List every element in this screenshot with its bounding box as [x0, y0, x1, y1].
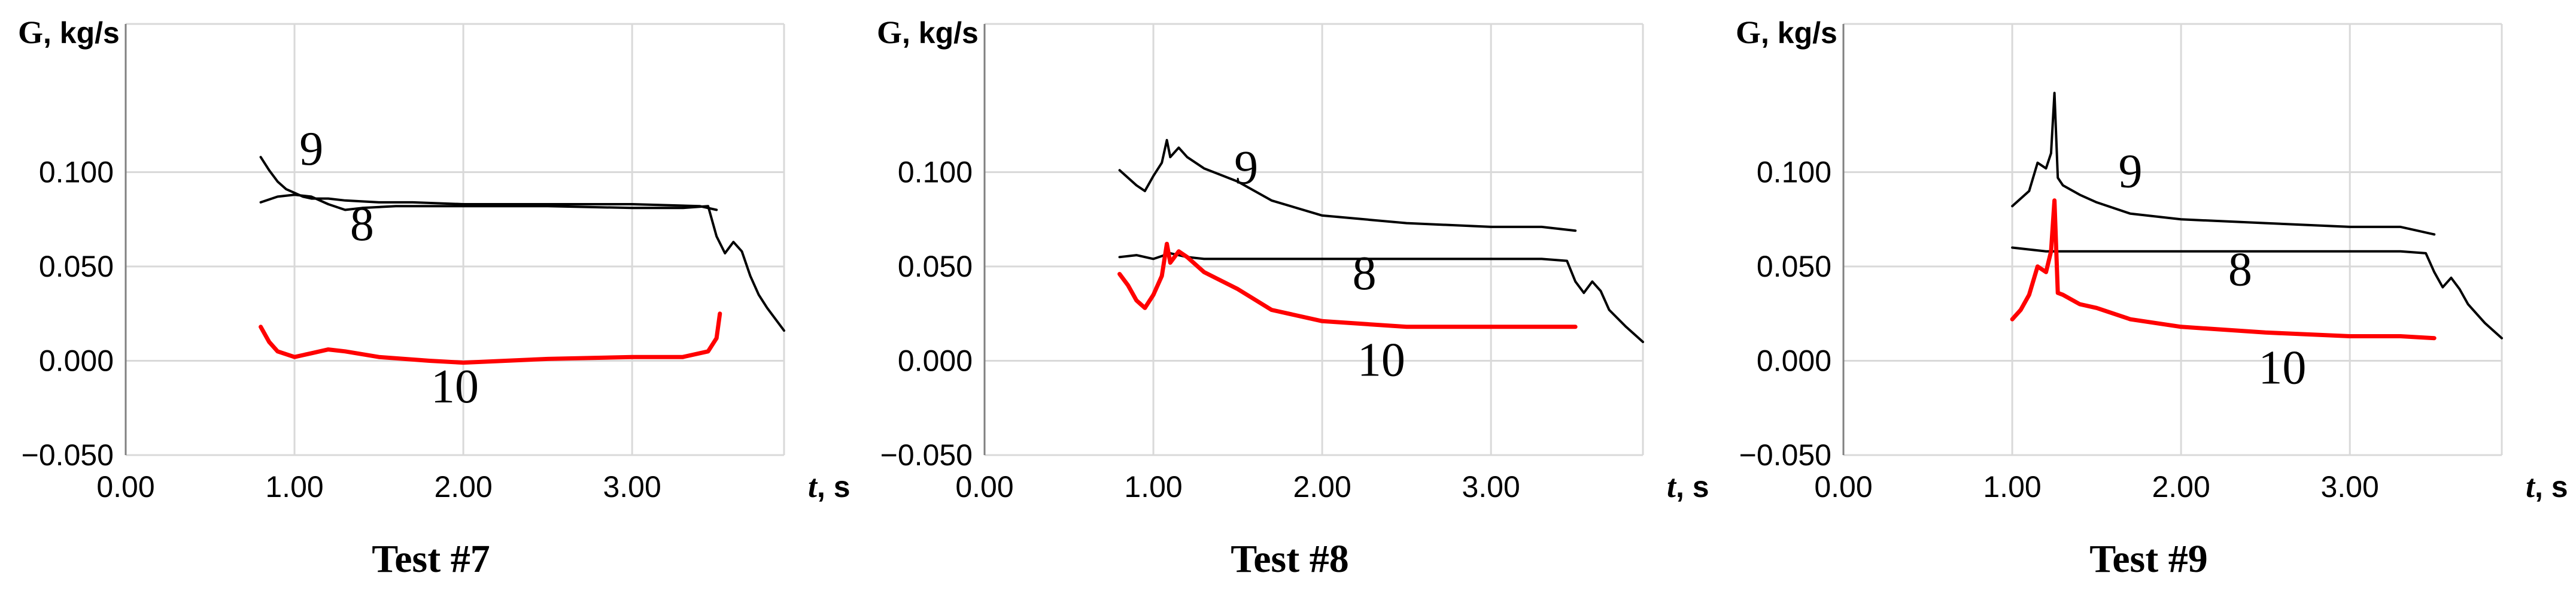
chart-title: Test #9	[2089, 537, 2207, 581]
curve-label-8: 8	[1353, 247, 1377, 300]
y-axis-label: G, kg/s	[1736, 14, 1837, 50]
x-tick-label: 1.00	[1124, 470, 1182, 504]
x-tick-label: 3.00	[2320, 470, 2378, 504]
curve-label-10: 10	[2258, 341, 2306, 394]
x-axis-variable: t	[808, 468, 818, 504]
x-tick-label: 3.00	[603, 470, 661, 504]
chart-panel-test-7: 0.100 0.050 0.000 −0.050 0.00 1.00 2.00 3.00 G, …	[0, 0, 859, 600]
y-tick-label: 0.000	[898, 344, 973, 378]
y-tick-label: 0.050	[898, 250, 973, 283]
y-tick-label: −0.050	[22, 438, 114, 472]
x-tick-label: 1.00	[1983, 470, 2041, 504]
curve-label-9: 9	[299, 123, 323, 175]
x-tick-label: 2.00	[2152, 470, 2210, 504]
series-line-9	[2011, 92, 2436, 236]
grid-lines	[1842, 23, 2503, 456]
chart-title: Test #8	[1231, 537, 1348, 581]
series-line-8	[259, 193, 785, 332]
y-tick-label: 0.000	[39, 344, 114, 378]
x-axis-unit: , s	[817, 470, 850, 504]
x-axis-variable: t	[2526, 468, 2536, 504]
curve-label-9: 9	[2118, 146, 2142, 198]
y-axis-variable: G	[1736, 14, 1761, 50]
y-tick-label: 0.100	[1757, 156, 1831, 189]
y-tick-label: 0.050	[39, 250, 114, 283]
grid-lines	[983, 23, 1644, 456]
x-tick-label: 2.00	[434, 470, 492, 504]
x-tick-label: 3.00	[1462, 470, 1520, 504]
x-axis-label: t, s	[2526, 468, 2568, 504]
x-tick-label: 0.00	[1814, 470, 1872, 504]
y-axis-unit: , kg/s	[902, 16, 979, 50]
x-tick-label: 1.00	[265, 470, 323, 504]
curve-label-9: 9	[1234, 141, 1258, 194]
curve-label-10: 10	[1357, 334, 1405, 387]
series-line-10	[1117, 241, 1578, 329]
y-axis-variable: G	[18, 14, 43, 50]
series-line-10	[259, 311, 722, 365]
x-axis-label: t, s	[808, 468, 850, 504]
x-axis-label: t, s	[1667, 468, 1709, 504]
series-line-10	[2010, 198, 2437, 341]
x-tick-label: 0.00	[955, 470, 1013, 504]
y-tick-label: 0.100	[39, 156, 114, 189]
curve-label-10: 10	[431, 360, 479, 413]
chart-panel-test-8: 0.100 0.050 0.000 −0.050 0.00 1.00 2.00 3.00 G, …	[859, 0, 1718, 600]
y-tick-label: 0.000	[1757, 344, 1831, 378]
x-tick-label: 2.00	[1293, 470, 1351, 504]
y-axis-label: G, kg/s	[877, 14, 979, 50]
chart-title: Test #7	[372, 537, 490, 581]
chart-panel-test-9: 0.100 0.050 0.000 −0.050 0.00 1.00 2.00 3.00 G, …	[1718, 0, 2576, 600]
y-axis-unit: , kg/s	[43, 16, 120, 50]
series-line-9	[1118, 139, 1577, 232]
y-axis-unit: , kg/s	[1761, 16, 1837, 50]
x-tick-label: 0.00	[96, 470, 154, 504]
x-axis-unit: , s	[2535, 470, 2568, 504]
y-axis-label: G, kg/s	[18, 14, 120, 50]
curve-label-8: 8	[350, 198, 374, 251]
y-tick-label: 0.050	[1757, 250, 1831, 283]
curve-label-8: 8	[2228, 244, 2252, 296]
series-line-9	[259, 156, 718, 211]
x-axis-variable: t	[1667, 468, 1677, 504]
y-tick-label: −0.050	[1739, 438, 1831, 472]
y-tick-label: 0.100	[898, 156, 973, 189]
series-line-8	[2011, 246, 2503, 340]
y-tick-label: −0.050	[880, 438, 973, 472]
x-axis-unit: , s	[1676, 470, 1709, 504]
y-axis-variable: G	[877, 14, 902, 50]
